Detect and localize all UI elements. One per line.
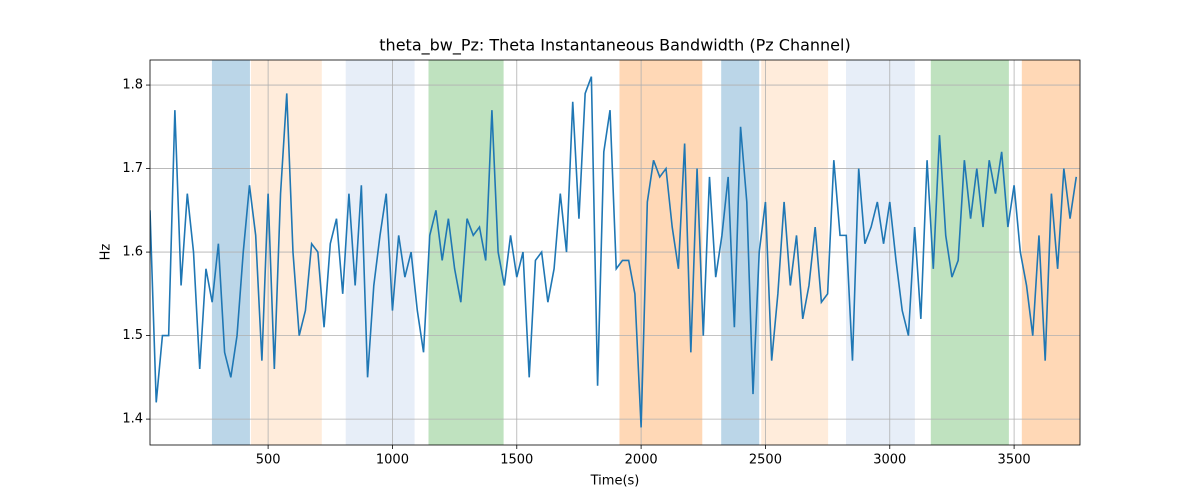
shaded-region [930, 60, 1009, 445]
chart-title: theta_bw_Pz: Theta Instantaneous Bandwid… [379, 36, 850, 56]
shaded-region [846, 60, 915, 445]
x-tick-label: 3500 [998, 453, 1031, 468]
x-tick-label: 1000 [376, 453, 409, 468]
x-tick-label: 3000 [873, 453, 906, 468]
x-tick-label: 2500 [749, 453, 782, 468]
x-tick-label: 1500 [500, 453, 533, 468]
x-axis-label: Time(s) [590, 474, 640, 489]
x-tick-label: 2000 [625, 453, 658, 468]
y-tick-label: 1.8 [122, 78, 143, 93]
y-tick-label: 1.7 [122, 161, 143, 176]
shaded-region [345, 60, 415, 445]
shaded-region [1021, 60, 1080, 445]
y-tick-label: 1.4 [122, 412, 143, 427]
y-tick-label: 1.5 [122, 328, 143, 343]
x-tick-label: 500 [256, 453, 281, 468]
y-tick-label: 1.6 [122, 245, 143, 260]
data-line [150, 76, 1078, 428]
plot-frame [149, 59, 1081, 446]
y-axis-label: Hz [99, 244, 114, 261]
shaded-region [619, 60, 703, 445]
